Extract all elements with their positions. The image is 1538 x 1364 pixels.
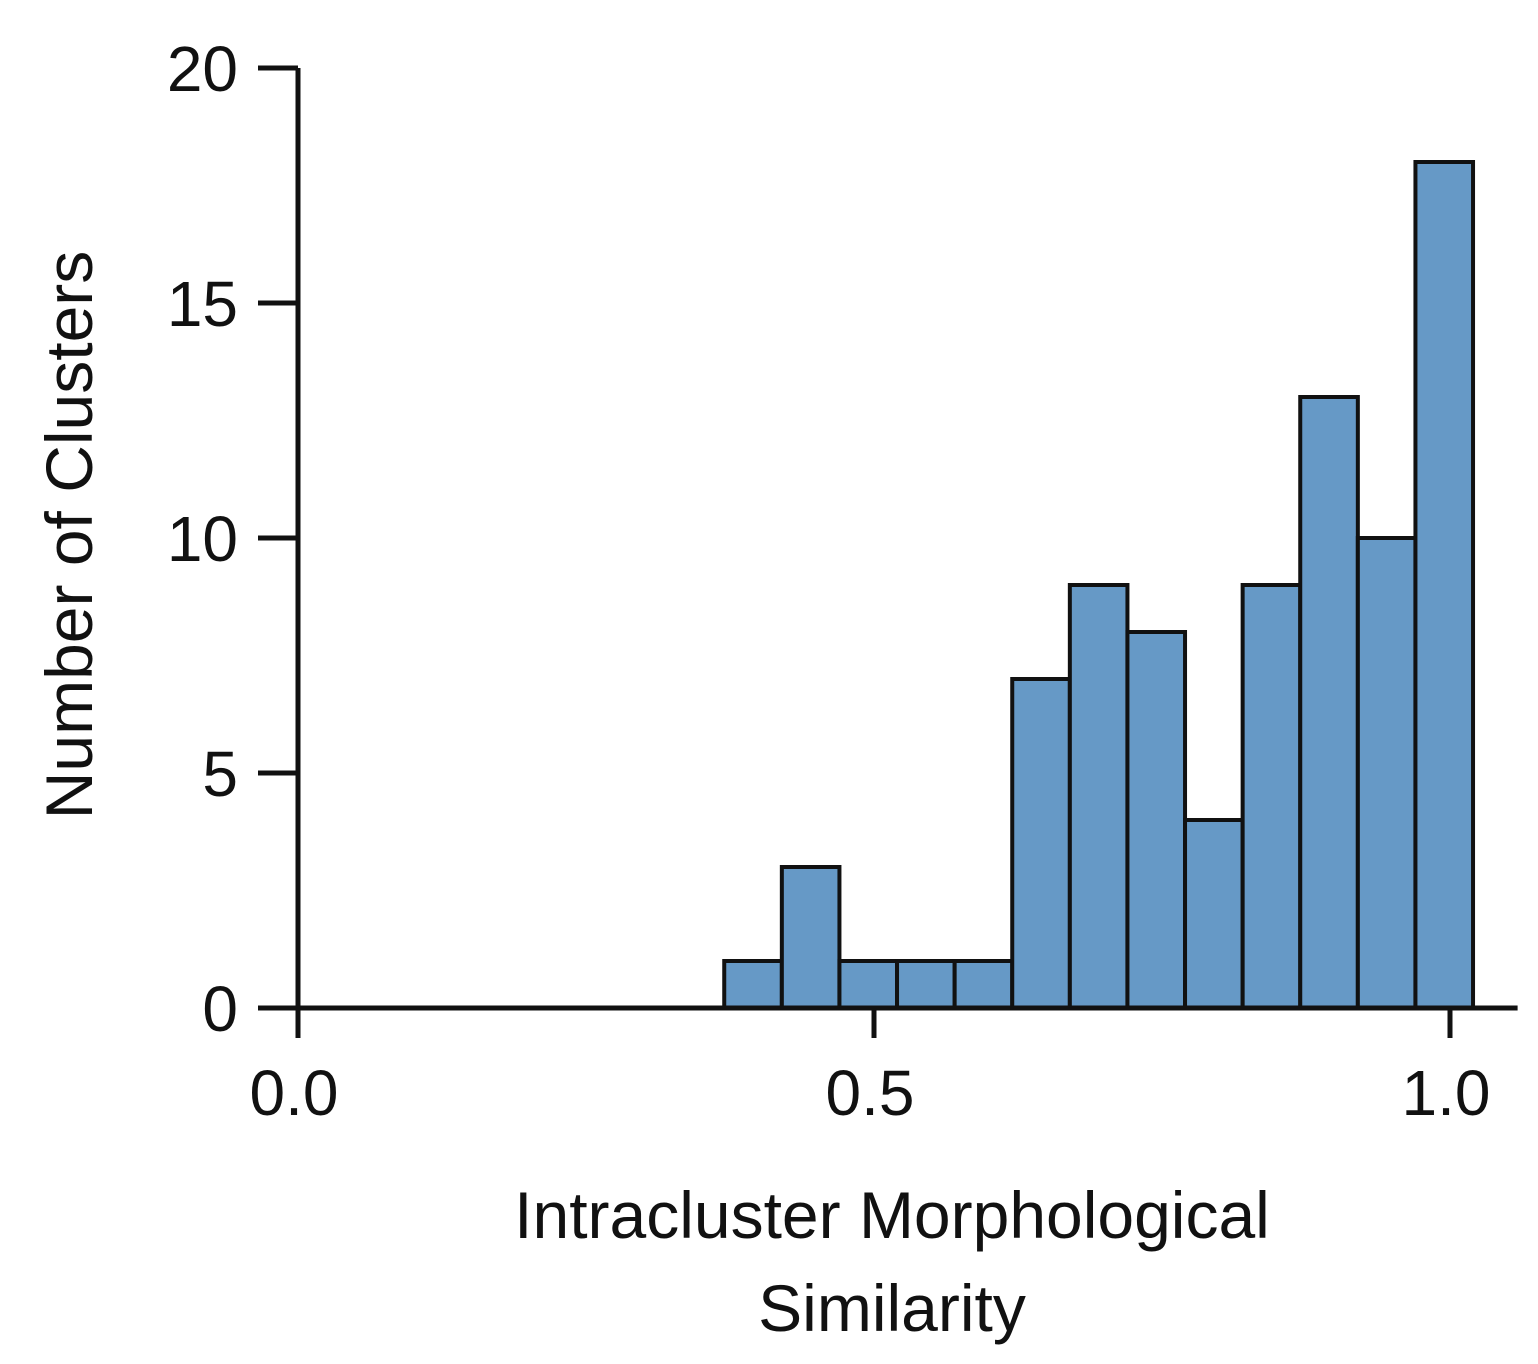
x-tick-label-2: 1.0 <box>1402 1057 1491 1129</box>
histogram-bar-3 <box>837 959 900 1010</box>
y-tick-label-2: 10 <box>167 503 238 575</box>
x-axis-label-line-2: Similarity <box>758 1271 1026 1345</box>
histogram-bar-9 <box>1183 818 1245 1010</box>
histogram-bar-8 <box>1125 630 1188 1010</box>
histogram-bar-11 <box>1298 395 1360 1010</box>
bars-layer <box>722 160 1476 1010</box>
y-tick-label-4: 20 <box>167 33 238 105</box>
histogram-bar-12 <box>1355 536 1418 1010</box>
y-tick-label-1: 5 <box>202 738 238 810</box>
histogram-bar-2 <box>779 865 842 1010</box>
x-tick-label-0: 0.0 <box>250 1057 339 1129</box>
ticks-layer: 0 5 10 15 20 0.0 0.5 1.0 <box>167 33 1491 1129</box>
x-tick-label-1: 0.5 <box>826 1057 915 1129</box>
y-tick-label-3: 15 <box>167 268 238 340</box>
y-tick-label-0: 0 <box>202 973 238 1045</box>
histogram-bar-13 <box>1413 160 1476 1010</box>
histogram-bar-5 <box>952 959 1015 1010</box>
histogram-bar-6 <box>1010 677 1072 1010</box>
histogram-bar-4 <box>895 959 957 1010</box>
histogram-bar-1 <box>722 959 784 1010</box>
histogram-bar-7 <box>1067 583 1130 1010</box>
y-axis-label: Number of Clusters <box>32 251 106 820</box>
histogram-bar-10 <box>1240 583 1303 1010</box>
x-axis-label-line-1: Intracluster Morphological <box>514 1178 1270 1252</box>
